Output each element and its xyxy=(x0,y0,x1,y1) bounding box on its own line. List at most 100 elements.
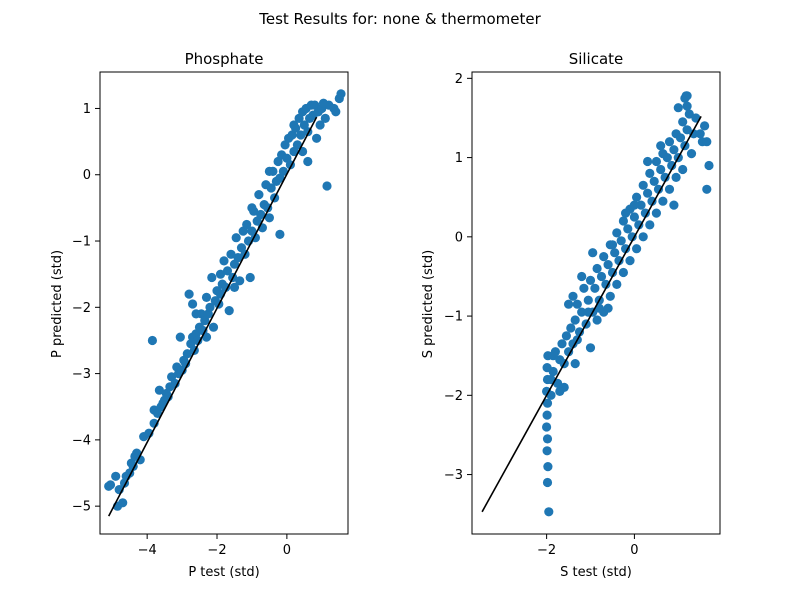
silicate-data-point xyxy=(662,153,672,163)
phosphate-data-point xyxy=(222,266,233,276)
silicate-data-point xyxy=(544,507,554,517)
silicate-data-point xyxy=(542,446,552,456)
silicate-data-point xyxy=(645,220,655,230)
silicate-data-point xyxy=(664,184,675,194)
phosphate-data-point xyxy=(207,272,217,283)
silicate-data-point xyxy=(590,283,600,293)
silicate-data-point xyxy=(577,307,587,317)
silicate-data-point xyxy=(618,267,629,278)
silicate-x-tick-label: −2 xyxy=(537,543,556,558)
silicate-data-point xyxy=(664,137,675,147)
silicate-data-point xyxy=(564,299,574,309)
silicate-data-point xyxy=(542,422,552,432)
silicate-data-point xyxy=(636,200,646,210)
phosphate-data-point xyxy=(296,130,306,140)
silicate-data-point xyxy=(660,172,670,182)
silicate-data-point xyxy=(610,248,620,258)
silicate-data-point xyxy=(623,224,633,234)
silicate-data-point xyxy=(671,172,681,182)
silicate-data-point xyxy=(570,359,580,369)
silicate-data-point xyxy=(592,263,602,274)
phosphate-data-point xyxy=(318,98,329,108)
silicate-data-point xyxy=(557,339,567,349)
phosphate-data-point xyxy=(208,322,219,332)
silicate-data-point xyxy=(542,477,553,488)
silicate-data-point xyxy=(658,196,668,206)
phosphate-y-tick-label: −5 xyxy=(72,500,91,515)
phosphate-data-point xyxy=(315,120,325,130)
silicate-data-point xyxy=(647,196,657,206)
silicate-data-point xyxy=(605,291,615,301)
silicate-data-point xyxy=(614,256,624,266)
silicate-data-point xyxy=(555,386,565,396)
phosphate-x-tick-label: −2 xyxy=(207,543,226,558)
silicate-data-point xyxy=(542,398,553,408)
silicate-data-point xyxy=(612,228,622,238)
phosphate-data-point xyxy=(184,289,194,299)
silicate-data-point xyxy=(618,216,629,226)
silicate-data-point xyxy=(702,184,712,194)
silicate-y-tick-label: 0 xyxy=(455,230,463,245)
phosphate-data-point xyxy=(111,471,121,481)
phosphate-data-point xyxy=(322,181,332,191)
silicate-fit-line xyxy=(481,116,702,513)
silicate-data-point xyxy=(649,176,659,186)
silicate-data-point xyxy=(592,315,602,325)
phosphate-data-point xyxy=(201,292,212,302)
silicate-data-point xyxy=(612,279,622,289)
silicate-data-point xyxy=(568,291,578,301)
silicate-data-point xyxy=(682,125,692,135)
phosphate-data-point xyxy=(292,140,302,150)
phosphate-data-point xyxy=(245,272,255,283)
silicate-data-point xyxy=(572,299,582,309)
silicate-data-point xyxy=(678,164,688,175)
silicate-data-point xyxy=(695,129,705,139)
phosphate-x-tick-label: −4 xyxy=(138,543,157,558)
silicate-data-point xyxy=(684,109,694,119)
silicate-title: Silicate xyxy=(569,50,624,68)
phosphate-data-point xyxy=(278,166,288,176)
silicate-data-point xyxy=(579,283,589,293)
phosphate-data-point xyxy=(233,253,243,263)
phosphate-y-tick-label: −4 xyxy=(72,433,91,448)
phosphate-data-point xyxy=(181,359,191,369)
phosphate-data-point xyxy=(231,233,241,243)
phosphate-data-point xyxy=(275,229,285,239)
silicate-data-point xyxy=(702,137,712,147)
silicate-xlabel: S test (std) xyxy=(560,565,632,580)
silicate-data-point xyxy=(629,212,640,222)
phosphate-panel: Phosphate P test (std) P predicted (std)… xyxy=(50,50,349,580)
silicate-data-point xyxy=(616,236,626,246)
silicate-data-point xyxy=(542,434,553,444)
silicate-data-point xyxy=(656,141,666,151)
phosphate-data-point xyxy=(226,249,236,259)
phosphate-data-point xyxy=(205,302,215,312)
silicate-data-point xyxy=(588,248,598,258)
silicate-data-point xyxy=(682,101,692,111)
silicate-y-tick-label: −1 xyxy=(444,310,463,325)
phosphate-data-point xyxy=(264,166,274,176)
phosphate-data-point xyxy=(147,335,157,346)
phosphate-data-point xyxy=(175,332,185,342)
phosphate-data-point xyxy=(215,269,226,279)
phosphate-data-point xyxy=(154,385,164,395)
silicate-data-point xyxy=(634,220,644,230)
phosphate-y-tick-label: −1 xyxy=(72,235,91,250)
silicate-data-point xyxy=(704,160,714,171)
silicate-data-point xyxy=(686,149,697,159)
silicate-ylabel: S predicted (std) xyxy=(421,250,436,358)
phosphate-data-point xyxy=(221,282,231,292)
silicate-data-point xyxy=(667,160,677,171)
silicate-data-point xyxy=(673,103,683,113)
phosphate-data-point xyxy=(191,309,201,319)
silicate-data-point xyxy=(678,117,688,127)
phosphate-plot-area xyxy=(104,89,346,517)
silicate-data-point xyxy=(566,323,576,333)
silicate-data-point xyxy=(577,271,587,282)
silicate-data-point xyxy=(640,208,651,218)
silicate-data-point xyxy=(653,184,664,194)
phosphate-y-tick-label: 0 xyxy=(83,168,91,183)
silicate-y-tick-label: −2 xyxy=(444,389,463,404)
phosphate-data-point xyxy=(331,107,341,117)
silicate-data-point xyxy=(543,462,553,472)
